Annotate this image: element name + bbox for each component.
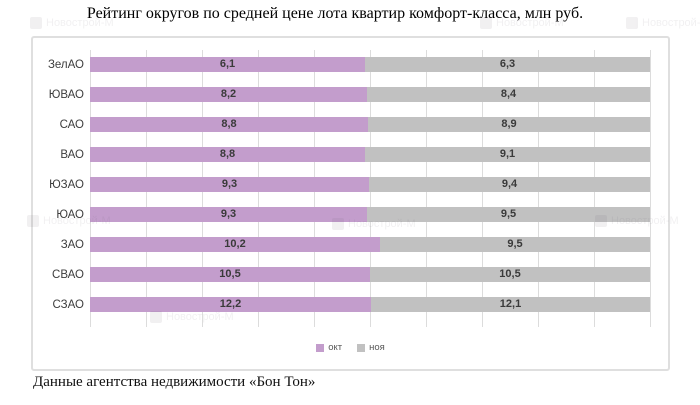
okt-bar-segment	[90, 177, 369, 192]
okt-value-label: 6,1	[219, 58, 236, 70]
okt-value-label: 8,8	[219, 148, 236, 160]
legend-swatch	[316, 343, 325, 352]
noy-value-label: 9,5	[507, 238, 523, 250]
okt-bar-segment	[90, 267, 370, 282]
gridline	[650, 50, 651, 327]
noy-value-label: 8,9	[501, 118, 517, 130]
okt-value-label: 8,2	[220, 88, 237, 100]
noy-value-label: 9,1	[499, 148, 516, 160]
noy-bar-segment	[365, 147, 650, 162]
plot-area: ЗелАО 6,1 6,3 ЮВАО 8,2 8,4 САО 8,8 8,9 ВАО 8,8 9,1 Ю…	[33, 38, 668, 369]
noy-bar-segment	[370, 267, 650, 282]
okt-value-label: 10,2	[224, 238, 246, 250]
legend-item: ноя	[357, 342, 385, 353]
category-label: ЗАО	[60, 239, 84, 251]
okt-bar-segment	[90, 87, 367, 102]
chart-frame: ЗелАО 6,1 6,3 ЮВАО 8,2 8,4 САО 8,8 8,9 ВАО 8,8 9,1 Ю…	[31, 36, 670, 371]
noy-value-label: 9,4	[501, 178, 518, 190]
okt-bar-segment	[90, 297, 371, 312]
noy-bar-segment	[380, 237, 650, 252]
okt-bar-segment	[90, 207, 367, 222]
noy-value-label: 6,3	[499, 58, 516, 70]
category-label: ЮВАО	[48, 89, 84, 101]
okt-bar-segment	[90, 117, 368, 132]
noy-value-label: 12,1	[499, 298, 522, 310]
noy-bar-segment	[368, 117, 650, 132]
legend-swatch	[357, 343, 366, 352]
legend-label: окт	[328, 342, 343, 353]
source-note: Данные агентства недвижимости «Бон Тон»	[33, 374, 316, 390]
category-label: СВАО	[52, 269, 84, 281]
category-label: ЮЗАО	[49, 179, 84, 191]
noy-bar-segment	[367, 87, 650, 102]
noy-bar-segment	[365, 57, 650, 72]
noy-bar-segment	[369, 177, 650, 192]
noy-bar-segment	[367, 207, 650, 222]
chart-title: Рейтинг округов по средней цене лота ква…	[86, 5, 584, 22]
okt-value-label: 9,3	[220, 208, 237, 220]
okt-value-label: 12,2	[219, 298, 242, 310]
category-label: ЮАО	[56, 209, 84, 221]
noy-bar-segment	[371, 297, 650, 312]
okt-value-label: 9,3	[221, 178, 238, 190]
noy-value-label: 9,5	[500, 208, 517, 220]
legend-item: окт	[316, 342, 342, 353]
legend: окт ноя	[33, 342, 668, 353]
category-label: ВАО	[60, 149, 84, 161]
okt-bar-segment	[90, 57, 365, 72]
category-label: ЗелАО	[47, 59, 84, 71]
okt-bar-segment	[90, 147, 365, 162]
okt-bar-segment	[90, 237, 380, 252]
noy-value-label: 8,4	[500, 88, 517, 100]
legend-label: ноя	[369, 342, 385, 353]
category-label: САО	[59, 119, 84, 131]
category-label: СЗАО	[52, 299, 85, 311]
okt-value-label: 8,8	[221, 118, 237, 130]
noy-value-label: 10,5	[499, 268, 521, 280]
okt-value-label: 10,5	[219, 268, 241, 280]
